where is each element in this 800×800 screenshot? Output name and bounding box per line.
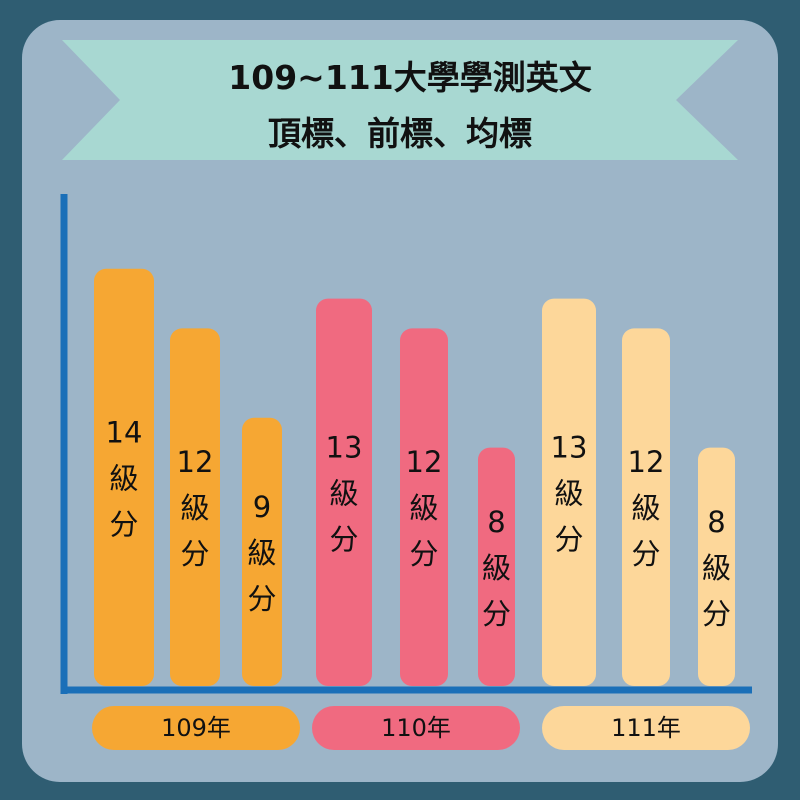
bar-110年-1 [400,328,448,686]
bar-data-label: 8 級分 [702,505,731,631]
bar-109年-0 [94,268,154,686]
category-pill-110年 [312,706,520,750]
x-tick-label: 111年 [611,714,681,742]
title-banner-ribbon [62,40,738,160]
bar-111年-0 [542,298,596,686]
bar-data-label: 13 級分 [326,430,363,556]
chart-title-line2: 頂標、前標、均標 [268,114,532,153]
bar-data-label: 14 級分 [106,415,143,541]
bar-109年-2 [242,417,282,686]
bar-109年-1 [170,328,220,686]
bar-data-label: 12 級分 [628,445,665,571]
title-banner [62,40,738,160]
bar-data-label: 13 級分 [551,430,588,556]
bar-110年-0 [316,298,372,686]
bar-111年-1 [622,328,670,686]
category-pill-111年 [542,706,750,750]
bar-data-label: 12 級分 [177,445,214,571]
bar-111年-2 [698,447,735,686]
category-pill-109年 [92,706,300,750]
x-tick-label: 110年 [381,714,451,742]
chart-title-line1: 109~111大學學測英文 [228,58,591,97]
bar-110年-2 [478,447,515,686]
bar-data-label: 12 級分 [406,445,443,571]
bar-data-label: 8 級分 [482,505,511,631]
x-tick-label: 109年 [161,714,231,742]
bar-data-label: 9 級分 [247,490,276,616]
